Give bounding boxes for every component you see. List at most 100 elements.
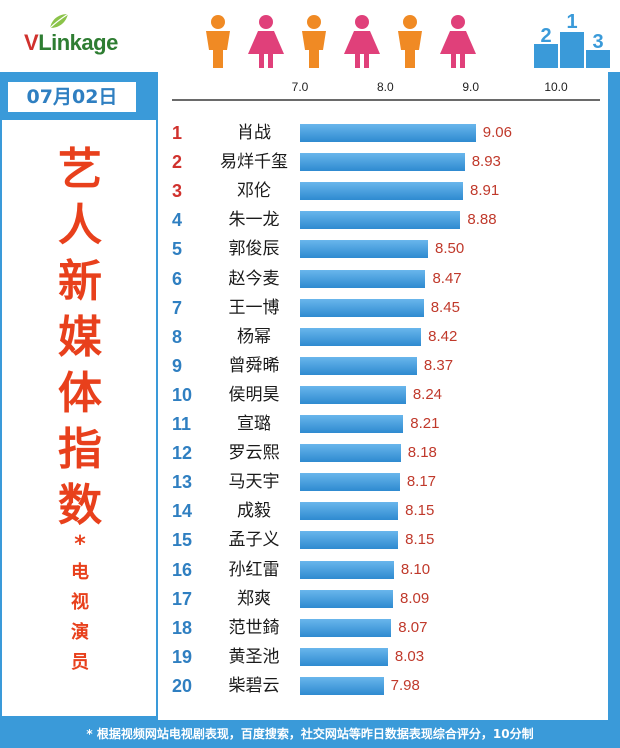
rank-number: 14 (172, 501, 193, 522)
artist-name: 赵今麦 (228, 268, 280, 289)
score-bar (300, 560, 394, 579)
artist-name: 郭俊辰 (228, 239, 280, 260)
artist-name: 孟子义 (228, 530, 280, 551)
title-char: 媒 (58, 312, 102, 363)
person-male-icon (398, 15, 422, 68)
ranking-row: 12 罗云熙 8.18 (158, 438, 608, 468)
rank-number: 19 (172, 646, 193, 667)
vlinkage-logo: VLinkage (24, 30, 118, 56)
artist-name: 易烊千玺 (220, 152, 288, 173)
rank-number: 9 (172, 355, 183, 376)
score-value-label: 8.18 (407, 444, 437, 462)
title-char: 数 (58, 480, 102, 531)
artist-name: 王一博 (228, 297, 280, 318)
score-bar (300, 647, 388, 666)
score-value-label: 8.50 (435, 240, 465, 258)
artist-name: 杨幂 (237, 326, 271, 347)
score-value-label: 8.47 (432, 269, 462, 287)
title-card: 艺 人 新 媒 体 指 数 * 电 视 演 员 (2, 120, 156, 716)
ranking-row: 14 成毅 8.15 (158, 496, 608, 526)
rank-number: 15 (172, 530, 193, 551)
x-tick-label: 7.0 (291, 80, 309, 94)
rank-number: 13 (172, 472, 193, 493)
rank-number: 11 (172, 414, 192, 434)
header-bar: VLinkage 2 1 3 (0, 0, 620, 72)
right-border-strip (608, 72, 620, 720)
subtitle-char: 视 (71, 592, 89, 613)
ranking-row: 19 黄圣池 8.03 (158, 642, 608, 672)
vertical-subtitle: 电 视 演 员 (62, 558, 98, 678)
person-female-icon (248, 15, 284, 68)
score-value-label: 8.07 (398, 618, 428, 636)
score-value-label: 8.10 (400, 560, 431, 578)
podium-digit-2: 2 (540, 25, 551, 47)
artist-name: 罗云熙 (228, 443, 280, 464)
subtitle-char: 演 (71, 622, 89, 643)
vertical-title: 艺 人 新 媒 体 指 数 (40, 142, 120, 534)
ranking-row: 1 肖战 9.06 (158, 118, 608, 148)
score-value-label: 8.45 (430, 298, 460, 316)
rank-number: 6 (172, 268, 183, 289)
artist-name: 范世錡 (228, 617, 280, 638)
score-bar (300, 473, 400, 492)
score-bar (300, 356, 417, 375)
score-bar (300, 211, 461, 230)
score-value-label: 8.42 (428, 327, 458, 345)
ranking-row: 6 赵今麦 8.47 (158, 264, 608, 294)
person-female-icon (344, 15, 380, 68)
artist-name: 孙红雷 (228, 559, 280, 580)
ranking-row: 4 朱一龙 8.88 (158, 205, 608, 235)
ranking-row: 11 宣璐 8.21 (158, 409, 608, 439)
title-char: 艺 (58, 144, 102, 195)
score-bar (300, 269, 426, 288)
podium-digit-1: 1 (566, 11, 577, 33)
artist-name: 黄圣池 (228, 646, 280, 667)
score-bar (300, 618, 392, 637)
title-char: 体 (58, 368, 102, 419)
ranking-row: 20 柴碧云 7.98 (158, 671, 608, 701)
score-bar (300, 153, 465, 172)
person-male-icon (302, 15, 326, 68)
rank-number: 7 (172, 297, 183, 318)
ranking-row: 3 邓伦 8.91 (158, 176, 608, 206)
score-bar (300, 298, 424, 317)
score-value-label: 8.93 (471, 153, 501, 171)
artist-name: 郑爽 (237, 588, 271, 609)
score-value-label: 9.06 (482, 124, 512, 141)
person-female-icon (440, 15, 476, 68)
ranking-row: 17 郑爽 8.09 (158, 584, 608, 614)
title-char: 人 (58, 200, 102, 251)
artist-name: 成毅 (237, 501, 271, 522)
rank-number: 18 (172, 617, 193, 638)
score-value-label: 8.21 (410, 415, 440, 432)
score-bar (300, 385, 406, 404)
score-value-label: 8.03 (394, 647, 425, 665)
date-label: 07月02日 (8, 82, 136, 112)
rank-number: 8 (172, 326, 183, 347)
subtitle-char: 员 (71, 652, 89, 673)
ranking-row: 2 易烊千玺 8.93 (158, 147, 608, 177)
x-tick-label: 10.0 (544, 80, 568, 94)
logo-rest: Linkage (38, 30, 118, 55)
rank-number: 1 (172, 123, 183, 143)
rank-number: 2 (172, 152, 183, 173)
score-bar (300, 240, 428, 259)
artist-name: 邓伦 (237, 181, 271, 202)
leaf-icon (49, 13, 69, 29)
score-bar (300, 444, 401, 463)
score-value-label: 8.88 (467, 211, 497, 229)
rank-number: 4 (172, 210, 183, 231)
score-value-label: 8.17 (406, 473, 437, 491)
x-tick-label: 9.0 (462, 80, 479, 94)
ranking-row: 7 王一博 8.45 (158, 293, 608, 323)
score-value-label: 8.15 (405, 531, 435, 549)
title-char: 指 (58, 424, 102, 475)
left-title-panel: 07月02日 艺 人 新 媒 体 指 数 * 电 视 演 员 (0, 72, 158, 720)
artist-name: 马天宇 (228, 472, 280, 493)
artist-name: 宣璐 (237, 414, 271, 434)
score-value-label: 8.15 (405, 502, 435, 520)
subtitle-char: 电 (71, 562, 89, 583)
footer-note: * 根据视频网站电视剧表现，百度搜索，社交网站等昨日数据表现综合评分，10分制 (0, 720, 620, 748)
score-bar (300, 502, 399, 521)
logo-v: V (24, 30, 39, 55)
